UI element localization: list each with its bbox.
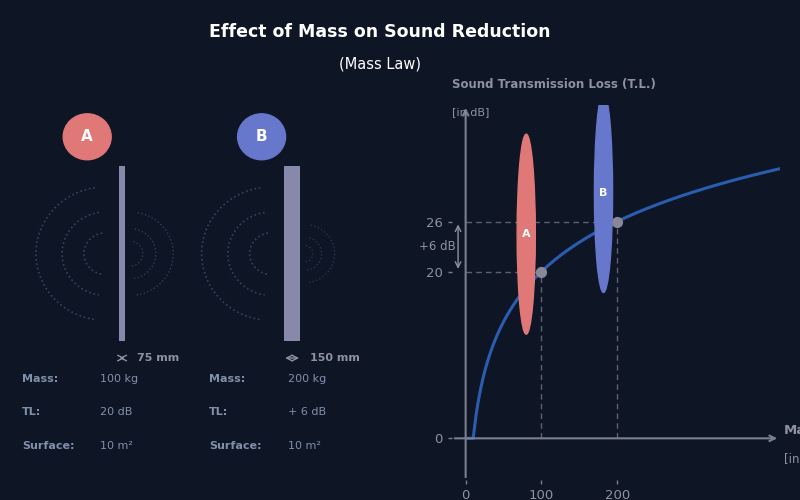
Text: B: B (256, 130, 267, 144)
Text: (Mass Law): (Mass Law) (339, 56, 421, 72)
Text: Surface:: Surface: (22, 440, 74, 450)
Bar (285, 166, 300, 342)
Point (535, 268, 548, 276)
Circle shape (63, 114, 111, 160)
Text: B: B (599, 188, 608, 198)
Text: +6 dB: +6 dB (419, 240, 456, 253)
Point (610, 218, 623, 226)
Text: 10 m²: 10 m² (100, 440, 133, 450)
Text: 20 dB: 20 dB (100, 408, 133, 418)
Bar (119, 166, 126, 342)
Circle shape (594, 92, 613, 292)
Text: TL:: TL: (22, 408, 41, 418)
Text: [in kg]: [in kg] (784, 452, 800, 466)
Text: TL:: TL: (210, 408, 229, 418)
Text: 100 kg: 100 kg (100, 374, 138, 384)
Text: Mass: Mass (784, 424, 800, 436)
Text: Mass:: Mass: (210, 374, 246, 384)
Circle shape (517, 134, 535, 334)
Text: Effect of Mass on Sound Reduction: Effect of Mass on Sound Reduction (210, 23, 550, 41)
Text: 75 mm: 75 mm (138, 353, 179, 363)
Text: A: A (82, 130, 93, 144)
Text: Sound Transmission Loss (T.L.): Sound Transmission Loss (T.L.) (452, 78, 656, 90)
Text: + 6 dB: + 6 dB (288, 408, 326, 418)
Circle shape (238, 114, 286, 160)
Text: 200 kg: 200 kg (288, 374, 326, 384)
Text: 10 m²: 10 m² (288, 440, 321, 450)
Text: 150 mm: 150 mm (310, 353, 359, 363)
Text: A: A (522, 229, 530, 239)
Text: Surface:: Surface: (210, 440, 262, 450)
Text: [in dB]: [in dB] (452, 106, 490, 117)
Text: Mass:: Mass: (22, 374, 58, 384)
